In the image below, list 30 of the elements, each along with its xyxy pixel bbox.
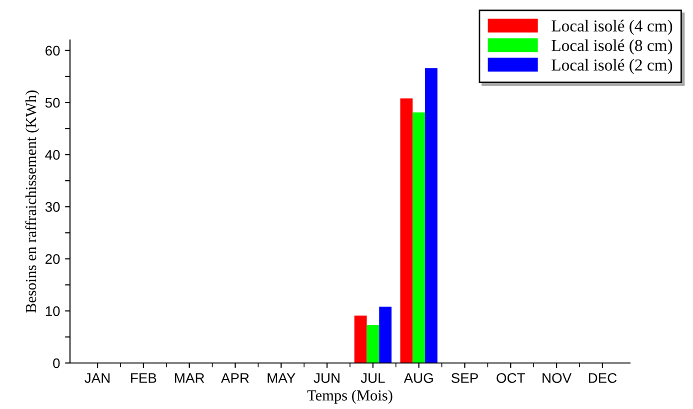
y-axis-title: Besoins en raffraichissement (KWh) [25,90,40,313]
x-tick-label: JUL [360,373,385,383]
legend-label: Local isolé (8 cm) [552,39,672,54]
bar [412,112,426,363]
x-tick-label: NOV [542,373,572,383]
y-tick-label: 40 [45,150,60,160]
bar [354,316,367,363]
x-tick-label: JAN [84,373,110,383]
bar [400,98,413,363]
x-tick-label: JUN [314,373,340,383]
legend-label: Local isolé (4 cm) [552,20,672,35]
bar [425,68,438,363]
legend-label: Local isolé (2 cm) [552,58,672,74]
x-tick-label: MAR [175,373,204,383]
x-tick-label: OCT [496,373,525,383]
x-tick-label: APR [220,373,249,383]
y-tick-label: 0 [53,358,60,368]
x-axis-title: Temps (Mois) [307,390,392,404]
x-tick-label: MAY [268,373,296,383]
y-tick-label: 60 [46,46,60,56]
y-tick-label: 30 [45,202,60,212]
bar [366,324,380,363]
y-tick-label: 10 [46,306,60,316]
y-tick-label: 20 [46,254,60,264]
bar [379,306,392,363]
x-tick-label: AUG [404,373,433,383]
x-tick-label: FEB [131,373,156,383]
x-tick-label: DEC [588,373,617,383]
x-tick-label: SEP [451,373,478,383]
y-tick-label: 50 [45,98,60,108]
